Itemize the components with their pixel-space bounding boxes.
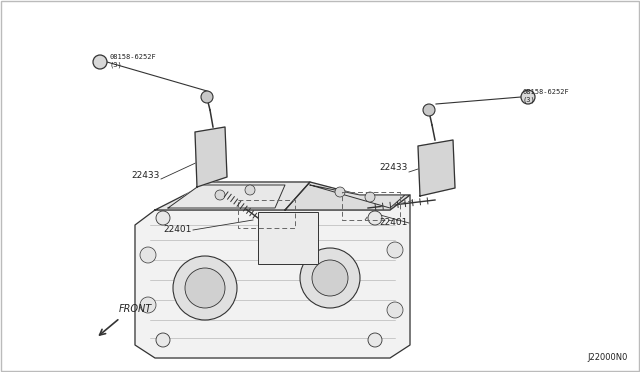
Circle shape [300,248,360,308]
Circle shape [140,247,156,263]
Text: 08158-6252F
(3): 08158-6252F (3) [523,89,570,103]
Polygon shape [285,182,410,210]
Text: J22000N0: J22000N0 [588,353,628,362]
Polygon shape [135,195,410,358]
Text: 22401: 22401 [380,218,408,227]
Circle shape [387,242,403,258]
Circle shape [245,185,255,195]
Circle shape [156,211,170,225]
Circle shape [185,268,225,308]
Text: FRONT: FRONT [119,304,152,314]
Circle shape [140,297,156,313]
Circle shape [365,192,375,202]
Circle shape [201,91,213,103]
Text: 08158-6252F
(3): 08158-6252F (3) [109,54,156,68]
Circle shape [173,256,237,320]
Text: 22433: 22433 [380,163,408,172]
Circle shape [368,211,382,225]
Text: 22401: 22401 [164,225,192,234]
Polygon shape [168,185,285,208]
Circle shape [93,55,107,69]
Polygon shape [418,140,455,196]
Circle shape [156,333,170,347]
Text: 22433: 22433 [132,171,160,180]
Circle shape [312,260,348,296]
Circle shape [387,302,403,318]
FancyBboxPatch shape [258,212,318,264]
Polygon shape [195,127,227,187]
Circle shape [368,333,382,347]
Polygon shape [155,182,310,210]
Circle shape [215,190,225,200]
Circle shape [335,187,345,197]
Circle shape [521,90,535,104]
Polygon shape [310,185,405,208]
Circle shape [423,104,435,116]
